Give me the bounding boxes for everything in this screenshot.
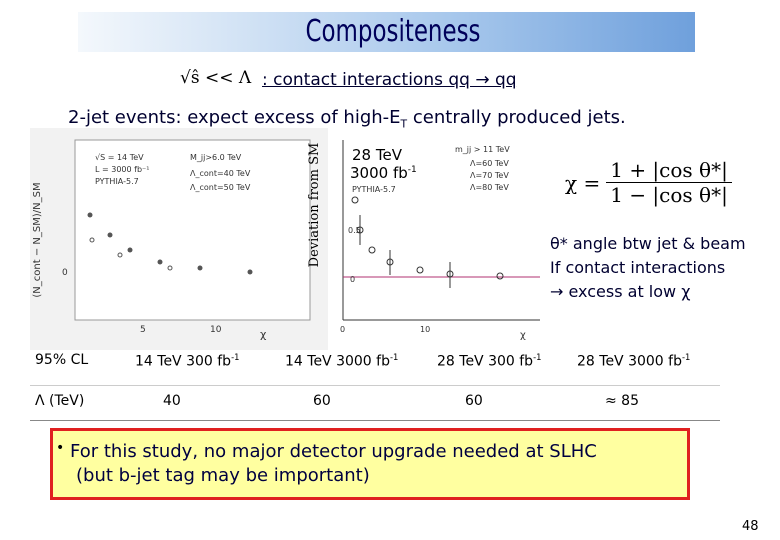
cell-text: 14 TeV 3000 fb	[285, 353, 390, 370]
legend-item: √S = 14 TeV	[95, 153, 144, 162]
legend-item: Λ_cont=40 TeV	[190, 169, 251, 178]
table-cell: 60	[313, 393, 331, 409]
callout-box	[50, 428, 690, 500]
cell-sup: -1	[231, 352, 240, 362]
cell-text: ≈ 85	[605, 393, 639, 409]
text: centrally produced jets.	[407, 107, 626, 128]
row-line	[30, 385, 720, 386]
tick-label: 0	[62, 268, 68, 278]
cell-text: 28 TeV 300 fb	[437, 353, 534, 370]
text: 2-jet events: expect excess of high-E	[68, 107, 401, 128]
denominator: 1 − |cos θ*|	[610, 183, 728, 207]
tick-label: 10	[210, 325, 222, 335]
legend-item: PYTHIA-5.7	[95, 177, 139, 186]
table-cell: 28 TeV 300 fb-1	[437, 352, 541, 370]
legend-item: Λ=60 TeV	[470, 159, 509, 168]
y-label: Deviation from SM	[307, 143, 322, 268]
table-cell: 28 TeV 3000 fb-1	[577, 352, 690, 370]
tick-label: 0	[350, 275, 355, 284]
legend: √S = 14 TeV L = 3000 fb⁻¹ PYTHIA-5.7 M_j…	[95, 153, 251, 192]
cell-text: 28 TeV 3000 fb	[577, 353, 682, 370]
right-plot-bg	[330, 135, 545, 345]
lumi-sup: -1	[408, 165, 417, 175]
table-cell: 14 TeV 300 fb-1	[135, 352, 239, 370]
note: θ* angle btw jet & beam	[550, 234, 746, 253]
table-cell: 95% CL	[35, 352, 88, 368]
table-cell: 60	[465, 393, 483, 409]
box-line: For this study, no major detector upgrad…	[70, 441, 597, 462]
legend-item: PYTHIA-5.7	[352, 185, 396, 194]
y-label: (N_cont − N_SM)/N_SM	[32, 182, 43, 297]
cell-text: 40	[163, 393, 181, 409]
x-label: χ	[260, 328, 267, 341]
right-markers	[351, 196, 504, 288]
box-line: (but b-jet tag may be important)	[76, 465, 370, 486]
cell-text: 95% CL	[35, 352, 89, 368]
bullet: •	[56, 440, 65, 456]
title-bar	[78, 12, 695, 52]
cell-sup: -1	[681, 352, 691, 362]
table-cell: 40	[163, 393, 181, 409]
formula: √ŝ << Λ	[180, 68, 252, 88]
cell-sup: -1	[533, 352, 542, 362]
legend-item: Λ_cont=50 TeV	[190, 183, 251, 192]
cell-text: Λ (TeV)	[35, 393, 85, 409]
table-cell: 14 TeV 3000 fb-1	[285, 352, 398, 370]
chi-formula: χ = 1 + |cos θ*| 1 − |cos θ*|	[565, 158, 732, 207]
table	[30, 348, 720, 421]
legend-item: Λ=80 TeV	[470, 183, 509, 192]
cell-text: 14 TeV 300 fb	[135, 353, 232, 370]
lumi-text: 3000 fb	[350, 164, 408, 182]
cell-text: 60	[313, 393, 331, 409]
legend-item: L = 3000 fb⁻¹	[95, 165, 149, 174]
numerator: 1 + |cos θ*|	[606, 158, 732, 183]
table-cell: Λ (TeV)	[35, 393, 84, 409]
tick-label: 5	[140, 325, 146, 335]
cell-text: 60	[465, 393, 483, 409]
tick-label: 0.5	[348, 226, 361, 235]
fraction: 1 + |cos θ*| 1 − |cos θ*|	[606, 158, 732, 207]
chi-lhs: χ =	[565, 170, 601, 195]
legend-item: Λ=70 TeV	[470, 171, 509, 180]
title: Compositeness	[305, 14, 481, 49]
intro-text: : contact interactions qq → qq	[262, 70, 517, 90]
statement: 2-jet events: expect excess of high-ET c…	[68, 107, 626, 131]
note: If contact interactions	[550, 258, 726, 277]
legend-item: M_jj>6.0 TeV	[190, 153, 242, 162]
left-markers	[87, 212, 253, 275]
tick-label: 10	[420, 325, 430, 334]
subscript: T	[400, 117, 408, 131]
note: → excess at low χ	[550, 282, 691, 301]
x-label: χ	[520, 330, 526, 341]
energy: 28 TeV	[352, 146, 403, 164]
page-number: 48	[742, 519, 759, 534]
tick-label: 0	[340, 325, 345, 334]
legend-item: m_jj > 11 TeV	[455, 145, 510, 154]
lumi: 3000 fb-1	[350, 164, 417, 182]
table-cell: ≈ 85	[605, 393, 639, 409]
cell-sup: -1	[389, 352, 399, 362]
left-plot-frame	[74, 139, 311, 321]
